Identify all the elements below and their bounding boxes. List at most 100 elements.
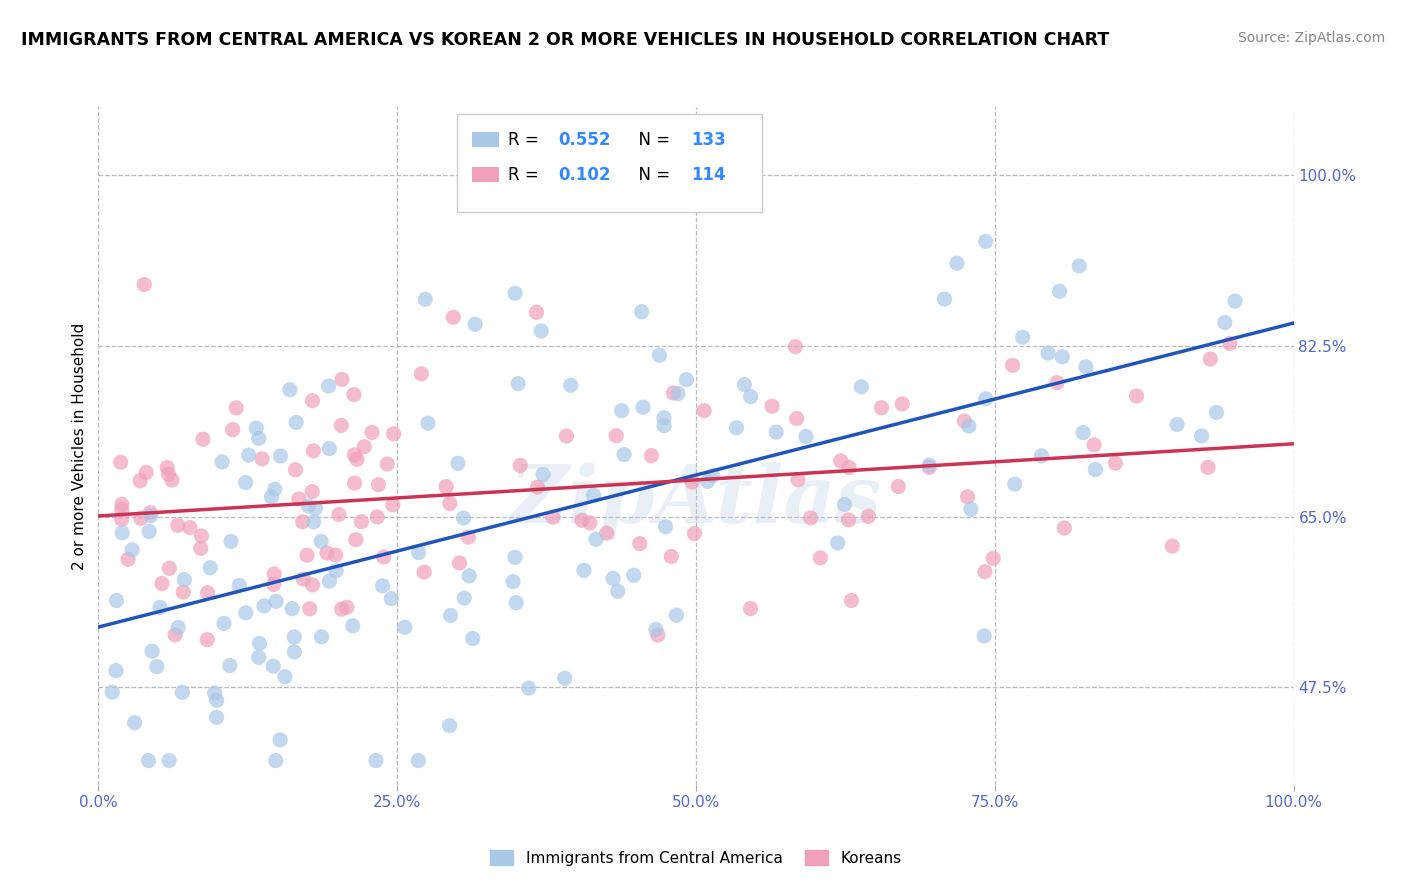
Point (330, 372, 353, 386)
Point (696, 475, 718, 489)
Point (974, 565, 997, 579)
Point (235, 606, 257, 620)
Point (851, 380, 873, 394)
Point (211, 455, 233, 469)
Point (263, 577, 285, 591)
Point (946, 256, 969, 270)
Point (149, 600, 172, 615)
Point (1161, 539, 1184, 553)
Point (464, 318, 486, 332)
Text: R =: R = (509, 166, 544, 184)
Point (681, 475, 703, 489)
Point (891, 397, 914, 411)
Point (302, 515, 325, 529)
Point (630, 304, 652, 318)
Point (157, 754, 180, 768)
Point (195, 632, 218, 647)
Point (190, 529, 212, 543)
Point (342, 619, 364, 633)
Point (138, 754, 160, 768)
Point (134, 277, 156, 292)
Point (371, 579, 394, 593)
Legend: Immigrants from Central America, Koreans: Immigrants from Central America, Koreans (484, 844, 908, 871)
Point (325, 548, 347, 562)
Point (1052, 350, 1074, 364)
Point (160, 473, 183, 487)
Point (830, 454, 852, 468)
Point (295, 548, 318, 562)
Text: N =: N = (628, 130, 675, 149)
Point (1219, 336, 1241, 351)
Point (361, 425, 384, 440)
Point (838, 460, 860, 475)
Point (190, 541, 212, 556)
Point (318, 442, 340, 456)
Point (146, 659, 169, 673)
Point (298, 601, 321, 615)
Point (283, 645, 305, 659)
Point (172, 685, 194, 699)
Point (381, 498, 404, 512)
Point (247, 650, 270, 665)
Point (953, 414, 976, 428)
Point (157, 561, 180, 575)
Point (325, 564, 347, 578)
Point (1049, 285, 1071, 299)
Point (179, 521, 201, 535)
Point (394, 620, 416, 634)
Point (101, 685, 124, 699)
Point (135, 466, 157, 480)
Point (733, 377, 755, 392)
Point (787, 473, 810, 487)
Point (285, 416, 308, 430)
Point (794, 429, 817, 443)
Point (288, 491, 311, 506)
Point (740, 390, 762, 404)
Point (918, 460, 941, 475)
Point (297, 499, 319, 513)
Point (110, 455, 132, 469)
Point (264, 594, 287, 608)
Point (808, 550, 831, 565)
Point (302, 444, 325, 458)
Point (1104, 456, 1126, 470)
Point (205, 710, 228, 724)
Point (1084, 462, 1107, 476)
Point (328, 508, 350, 522)
Point (249, 636, 271, 650)
Point (191, 432, 214, 446)
Point (225, 401, 247, 415)
Y-axis label: 2 or more Vehicles in Household: 2 or more Vehicles in Household (72, 322, 87, 570)
Point (139, 506, 162, 520)
Point (453, 511, 475, 525)
Text: IMMIGRANTS FROM CENTRAL AMERICA VS KOREAN 2 OR MORE VEHICLES IN HOUSEHOLD CORREL: IMMIGRANTS FROM CENTRAL AMERICA VS KOREA… (21, 31, 1109, 49)
Point (956, 490, 979, 504)
Point (141, 644, 163, 658)
Point (138, 524, 160, 539)
FancyBboxPatch shape (457, 114, 762, 212)
Point (364, 754, 387, 768)
Point (447, 456, 470, 470)
Point (343, 387, 366, 401)
Point (200, 560, 222, 574)
Point (530, 324, 553, 338)
Point (610, 403, 633, 417)
Point (413, 565, 436, 579)
Point (960, 502, 983, 516)
Text: ZipAtlas: ZipAtlas (510, 461, 882, 539)
Point (631, 400, 654, 414)
Point (654, 520, 676, 534)
Bar (472, 168, 499, 182)
Point (453, 591, 475, 606)
Point (111, 525, 134, 540)
Point (740, 601, 762, 615)
Point (375, 457, 398, 471)
Point (647, 628, 669, 642)
Point (1011, 330, 1033, 344)
Point (786, 411, 808, 425)
Point (416, 416, 439, 430)
Point (665, 608, 688, 623)
Point (284, 463, 307, 477)
Point (411, 367, 433, 381)
Point (441, 310, 464, 325)
